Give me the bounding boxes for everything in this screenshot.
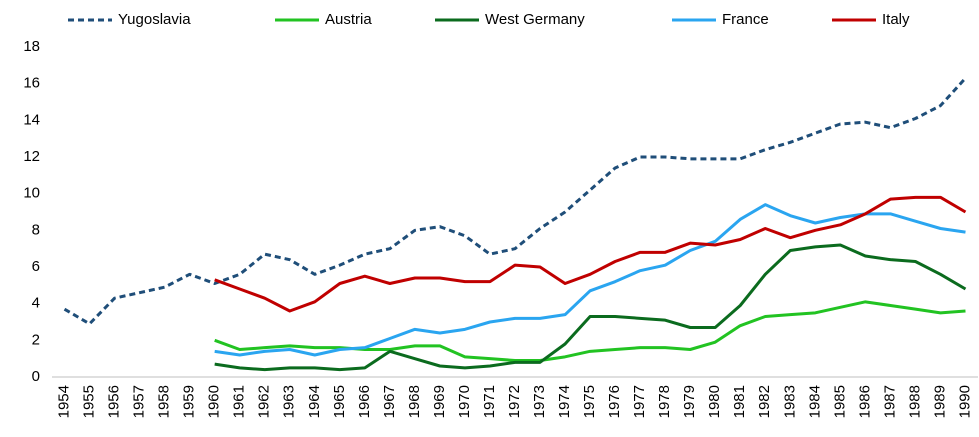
y-tick-label: 10 (23, 185, 40, 202)
x-tick-label: 1963 (281, 385, 298, 418)
legend-label: West Germany (485, 11, 585, 28)
x-tick-label: 1983 (781, 385, 798, 418)
x-tick-label: 1969 (431, 385, 448, 418)
x-tick-label: 1965 (331, 385, 348, 418)
legend-label: Italy (882, 11, 910, 28)
x-tick-label: 1958 (156, 385, 173, 418)
x-tick-label: 1976 (606, 385, 623, 418)
legend-label: France (722, 11, 769, 28)
x-tick-label: 1972 (506, 385, 523, 418)
x-tick-label: 1978 (656, 385, 673, 418)
series-line (214, 195, 967, 313)
x-tick-label: 1960 (206, 385, 223, 418)
series-line (214, 243, 967, 372)
y-tick-label: 18 (23, 38, 40, 55)
x-tick-label: 1961 (231, 385, 248, 418)
y-tick-label: 6 (32, 258, 40, 275)
y-tick-label: 14 (23, 111, 40, 128)
x-tick-label: 1990 (956, 385, 973, 418)
x-tick-label: 1985 (831, 385, 848, 418)
x-tick-label: 1954 (55, 385, 72, 418)
y-tick-label: 2 (32, 331, 40, 348)
x-tick-label: 1979 (681, 385, 698, 418)
y-tick-label: 16 (23, 75, 40, 92)
x-tick-label: 1970 (456, 385, 473, 418)
x-tick-label: 1973 (531, 385, 548, 418)
x-tick-label: 1959 (181, 385, 198, 418)
series-line (63, 77, 967, 326)
y-tick-label: 0 (32, 368, 40, 385)
x-tick-label: 1986 (856, 385, 873, 418)
x-tick-label: 1974 (556, 385, 573, 418)
y-tick-label: 8 (32, 221, 40, 238)
x-tick-label: 1981 (731, 385, 748, 418)
x-tick-label: 1971 (481, 385, 498, 418)
y-tick-label: 12 (23, 148, 40, 165)
x-tick-label: 1977 (631, 385, 648, 418)
legend-label: Yugoslavia (118, 11, 191, 28)
x-tick-label: 1962 (256, 385, 273, 418)
x-tick-label: 1957 (131, 385, 148, 418)
x-tick-label: 1987 (881, 385, 898, 418)
series-line (214, 203, 966, 357)
x-tick-label: 1966 (356, 385, 373, 418)
x-tick-label: 1968 (406, 385, 423, 418)
x-tick-label: 1984 (806, 385, 823, 418)
x-tick-label: 1964 (306, 385, 323, 418)
x-tick-label: 1982 (756, 385, 773, 418)
y-tick-label: 4 (32, 295, 40, 312)
x-tick-label: 1989 (931, 385, 948, 418)
x-tick-label: 1967 (381, 385, 398, 418)
x-tick-label: 1955 (81, 385, 98, 418)
legend-label: Austria (325, 11, 372, 28)
x-tick-label: 1988 (906, 385, 923, 418)
x-tick-label: 1975 (581, 385, 598, 418)
x-tick-label: 1980 (706, 385, 723, 418)
x-tick-label: 1956 (106, 385, 123, 418)
series-line (214, 300, 966, 362)
